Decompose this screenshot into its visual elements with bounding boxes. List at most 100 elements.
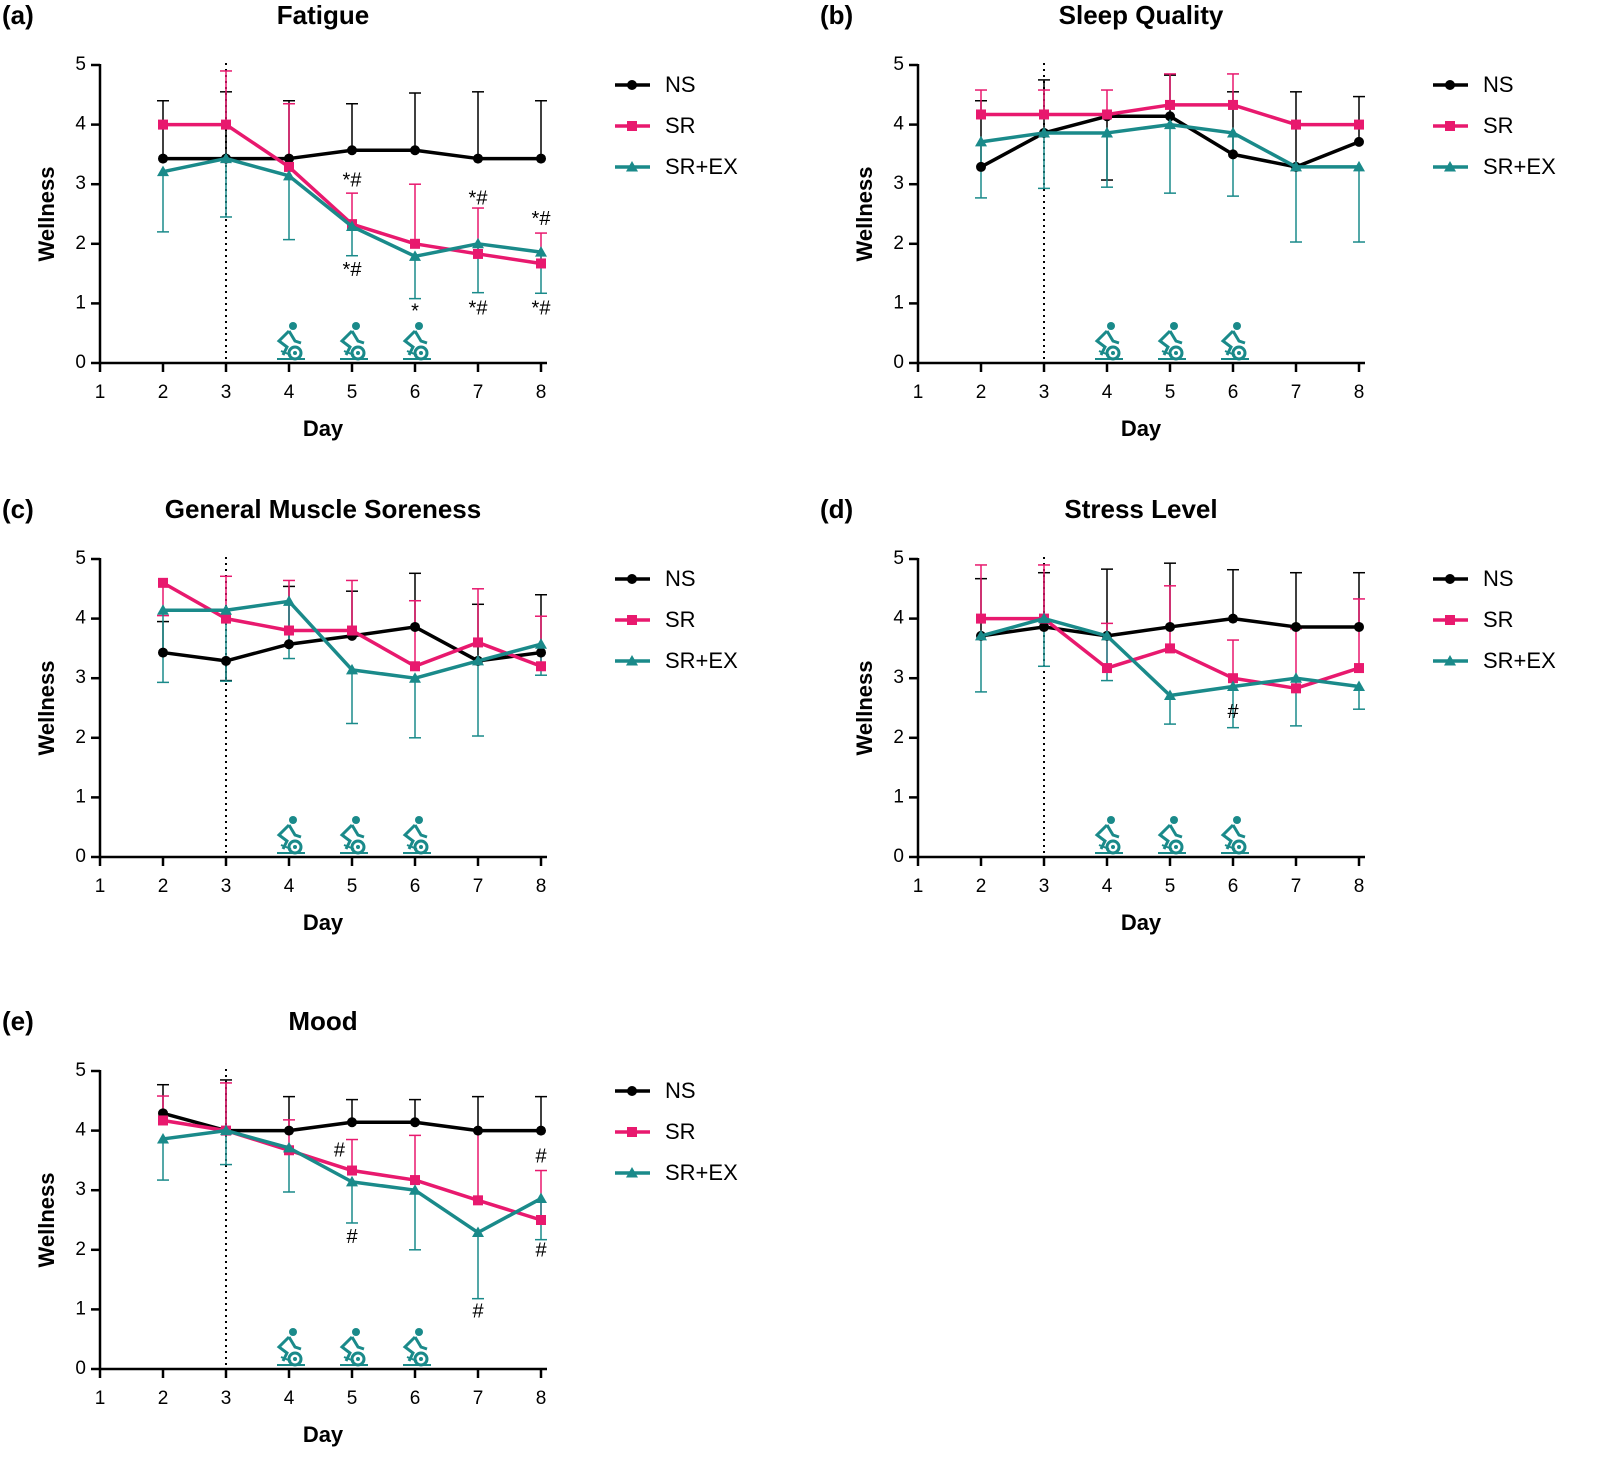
y-tick-label: 0 <box>893 352 904 373</box>
marker <box>1101 126 1113 138</box>
panel: (c) General Muscle SorenessDayWellness012… <box>2 494 738 935</box>
panel-label: (a) <box>2 0 34 30</box>
error-bar <box>1038 132 1050 190</box>
marker <box>473 153 483 164</box>
icon-hub <box>1111 351 1115 355</box>
icon-hub <box>1237 845 1241 849</box>
x-tick-label: 2 <box>976 876 987 897</box>
y-tick-label: 3 <box>75 1179 86 1200</box>
legend-label: SR+EX <box>665 648 738 673</box>
annotation: # <box>346 1226 358 1248</box>
chart-title: General Muscle Soreness <box>165 494 481 524</box>
y-tick-label: 1 <box>893 292 904 313</box>
marker <box>284 625 294 636</box>
panel-label: (e) <box>2 1006 34 1036</box>
icon-frame <box>340 1356 368 1366</box>
marker <box>410 1117 420 1128</box>
x-tick-label: 6 <box>1228 382 1239 403</box>
error-bar <box>472 91 484 159</box>
icon-body <box>339 823 365 850</box>
marker <box>347 1117 357 1128</box>
x-tick-label: 6 <box>1228 876 1239 897</box>
marker <box>1102 109 1112 120</box>
y-tick-label: 4 <box>75 608 86 629</box>
error-bar <box>1227 73 1239 105</box>
annotation: # <box>1227 701 1239 723</box>
icon-frame <box>277 844 305 854</box>
icon-hub <box>1237 351 1241 355</box>
marker <box>535 638 547 649</box>
icon-body <box>339 1335 365 1362</box>
marker <box>284 161 294 172</box>
error-bar <box>409 183 421 244</box>
error-bar <box>157 100 169 159</box>
icon-body <box>339 329 365 356</box>
y-tick-label: 0 <box>75 352 86 373</box>
x-tick-label: 5 <box>1165 876 1176 897</box>
icon-head <box>415 322 423 330</box>
exercise-icon <box>339 1328 368 1367</box>
y-tick-label: 4 <box>893 114 904 135</box>
error-bar <box>157 1138 169 1181</box>
error-bar <box>1290 571 1302 627</box>
y-tick-label: 5 <box>893 548 904 569</box>
marker <box>473 637 483 648</box>
error-bar <box>1353 95 1365 142</box>
marker <box>410 238 420 249</box>
error-bar <box>1101 132 1113 188</box>
marker <box>536 153 546 164</box>
legend-label: SR <box>1483 113 1514 138</box>
x-tick-label: 8 <box>536 876 547 897</box>
x-tick-label: 7 <box>473 1388 484 1409</box>
marker <box>1445 615 1455 625</box>
legend-label: SR <box>665 113 696 138</box>
marker <box>1291 683 1301 694</box>
x-tick-label: 8 <box>1354 876 1365 897</box>
marker <box>1227 680 1239 692</box>
chart-title: Stress Level <box>1064 494 1217 524</box>
marker <box>472 654 484 666</box>
marker <box>1101 629 1113 641</box>
y-tick-label: 3 <box>893 173 904 194</box>
icon-body <box>276 329 302 356</box>
marker <box>157 165 169 177</box>
annotation: * <box>411 301 419 323</box>
marker <box>1354 621 1364 632</box>
icon-frame <box>1095 844 1123 854</box>
icon-body <box>402 329 428 356</box>
marker <box>976 109 986 120</box>
y-tick-label: 5 <box>75 54 86 75</box>
error-bar <box>220 1082 232 1131</box>
error-bar <box>1038 564 1050 619</box>
annotation: *# <box>343 259 363 281</box>
y-axis-label: Wellness <box>34 1173 59 1268</box>
icon-frame <box>1221 844 1249 854</box>
exercise-icon <box>339 816 368 855</box>
marker <box>975 629 987 641</box>
marker <box>1445 574 1455 584</box>
marker <box>220 152 232 164</box>
marker <box>976 161 986 172</box>
chart-title: Mood <box>288 1006 357 1036</box>
icon-frame <box>1158 350 1186 360</box>
marker <box>473 1125 483 1136</box>
error-bar <box>346 669 358 725</box>
marker <box>1165 111 1175 122</box>
error-bar <box>535 252 547 295</box>
chart-title: Fatigue <box>277 0 369 30</box>
icon-head <box>352 322 360 330</box>
marker <box>220 1124 232 1136</box>
marker <box>1038 126 1050 138</box>
marker <box>221 655 231 666</box>
marker <box>1445 121 1455 131</box>
marker <box>626 161 638 172</box>
icon-hub <box>1111 845 1115 849</box>
marker <box>347 625 357 636</box>
y-tick-label: 2 <box>75 1239 86 1260</box>
marker <box>410 661 420 672</box>
x-tick-label: 5 <box>347 1388 358 1409</box>
x-tick-label: 8 <box>1354 382 1365 403</box>
